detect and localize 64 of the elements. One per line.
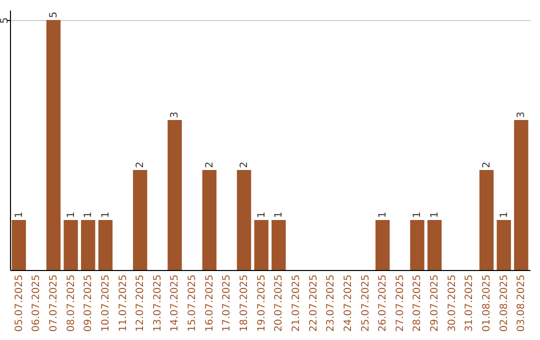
data-label: 1	[83, 212, 94, 218]
data-label: 2	[482, 162, 493, 168]
data-label: 1	[430, 212, 441, 218]
bar	[64, 220, 78, 270]
x-tick-label: 12.07.2025	[135, 274, 146, 332]
data-label: 3	[170, 112, 181, 118]
x-tick-label: 13.07.2025	[152, 274, 164, 332]
bar	[375, 220, 390, 270]
data-label: 2	[204, 162, 216, 168]
bar	[254, 220, 268, 270]
x-tick-label: 19.07.2025	[256, 274, 268, 332]
x-tick-label: 21.07.2025	[290, 274, 302, 332]
bar	[98, 220, 113, 270]
data-label: 1	[378, 212, 389, 218]
x-tick-label: 25.07.2025	[360, 274, 372, 332]
bar	[168, 120, 182, 270]
x-tick-label: 14.07.2025	[170, 274, 181, 332]
x-tick-label: 18.07.2025	[239, 274, 250, 332]
bar	[514, 120, 528, 270]
x-tick-label: 10.07.2025	[100, 274, 112, 332]
bar	[236, 170, 252, 270]
bar	[479, 170, 494, 270]
x-tick-label: 17.07.2025	[222, 274, 233, 332]
x-tick-label: 05.07.2025	[14, 274, 25, 332]
x-tick-label: 30.07.2025	[446, 274, 458, 332]
data-label: 2	[239, 162, 250, 168]
data-label: 1	[14, 212, 25, 218]
x-tick-label: 23.07.2025	[326, 274, 337, 332]
data-label: 1	[100, 212, 112, 218]
x-tick-label: 31.07.2025	[464, 274, 476, 332]
x-tick-label: 29.07.2025	[430, 274, 441, 332]
x-tick-label: 09.07.2025	[83, 274, 94, 332]
data-label: 2	[135, 162, 146, 168]
bar	[427, 220, 442, 270]
x-tick-label: 07.07.2025	[48, 274, 60, 332]
x-tick-label: 16.07.2025	[204, 274, 216, 332]
bar	[496, 220, 511, 270]
x-tick-label: 27.07.2025	[394, 274, 406, 332]
data-label: 3	[516, 112, 528, 118]
x-tick-label: 03.08.2025	[516, 274, 528, 332]
x-tick-label: 28.07.2025	[412, 274, 424, 332]
x-tick-label: 11.07.2025	[118, 274, 129, 332]
x-tick-label: 01.08.2025	[482, 274, 493, 332]
x-tick-label: 02.08.2025	[498, 274, 510, 332]
x-tick-label: 24.07.2025	[342, 274, 354, 332]
x-tick-label: 06.07.2025	[31, 274, 42, 332]
bar	[46, 20, 61, 270]
data-label: 1	[274, 212, 285, 218]
x-tick-label: 15.07.2025	[187, 274, 198, 332]
bar	[272, 220, 286, 270]
data-label: 1	[66, 212, 77, 218]
x-tick-label: 20.07.2025	[274, 274, 285, 332]
data-label: 1	[412, 212, 424, 218]
bar	[81, 220, 96, 270]
bar	[202, 170, 216, 270]
data-label: 5	[48, 12, 60, 18]
bar	[132, 170, 148, 270]
bar	[410, 220, 424, 270]
data-label: 1	[498, 212, 510, 218]
x-tick-label: 08.07.2025	[66, 274, 77, 332]
x-tick-label: 26.07.2025	[378, 274, 389, 332]
data-label: 1	[256, 212, 268, 218]
x-tick-label: 22.07.2025	[308, 274, 320, 332]
bar	[12, 220, 26, 270]
